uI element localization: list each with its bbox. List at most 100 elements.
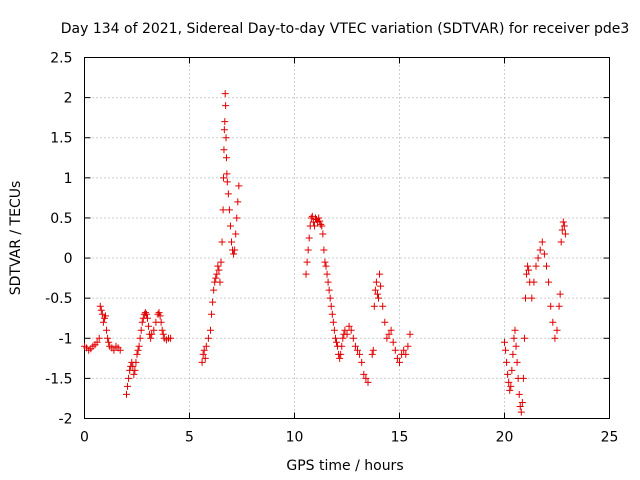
- x-tick-label: 25: [601, 430, 619, 446]
- data-point: [375, 294, 382, 302]
- data-point: [223, 178, 231, 186]
- data-point: [558, 226, 566, 234]
- data-point: [508, 366, 516, 374]
- data-point: [212, 274, 220, 282]
- data-point: [158, 326, 166, 334]
- series-arc-3: [198, 90, 243, 366]
- data-point: [322, 262, 330, 270]
- data-point: [218, 238, 226, 246]
- y-tick-label: -0.5: [45, 291, 72, 307]
- data-point: [532, 262, 540, 270]
- data-point: [135, 342, 143, 350]
- data-point: [204, 334, 212, 342]
- data-point: [198, 358, 206, 366]
- data-point: [207, 326, 214, 334]
- data-point: [202, 342, 210, 350]
- data-point: [402, 350, 410, 358]
- data-point: [338, 342, 346, 350]
- data-point: [557, 238, 565, 246]
- data-point: [235, 182, 243, 190]
- data-point: [317, 220, 325, 228]
- data-point: [553, 326, 561, 334]
- data-point: [142, 310, 150, 318]
- x-axis-label: GPS time / hours: [286, 458, 403, 474]
- data-point: [518, 398, 526, 406]
- data-point: [220, 146, 228, 154]
- data-point: [104, 334, 112, 342]
- data-point: [222, 154, 230, 162]
- data-point: [341, 326, 349, 334]
- data-point: [147, 334, 155, 342]
- data-point: [228, 238, 235, 246]
- data-point: [528, 294, 536, 302]
- data-point: [123, 390, 130, 398]
- data-point: [510, 334, 518, 342]
- data-point: [224, 190, 232, 198]
- data-point: [144, 314, 151, 322]
- data-point: [536, 246, 544, 254]
- data-point: [379, 302, 387, 310]
- data-point: [391, 346, 399, 354]
- chart-title: Day 134 of 2021, Sidereal Day-to-day VTE…: [61, 21, 630, 37]
- data-point: [225, 206, 233, 214]
- x-tick-label: 0: [80, 430, 89, 446]
- data-point: [349, 334, 357, 342]
- data-point: [210, 286, 218, 294]
- grid: [84, 57, 610, 419]
- data-point: [137, 326, 145, 334]
- data-point: [96, 302, 104, 310]
- axis-ticks: 0 5 10 15 20 25 -2 -1.5 -1 -0.5 0 0.5 1 1.5 2 2.5: [45, 51, 618, 446]
- data-point: [371, 286, 379, 294]
- data-point: [325, 286, 333, 294]
- data-point: [515, 390, 523, 398]
- data-point: [131, 366, 139, 374]
- data-point: [520, 334, 528, 342]
- data-point: [110, 346, 118, 354]
- y-tick-label: 1: [64, 171, 73, 187]
- data-point: [511, 326, 519, 334]
- data-point: [360, 370, 368, 378]
- data-point: [516, 402, 524, 410]
- data-point: [343, 330, 351, 338]
- data-point: [406, 330, 414, 338]
- data-point: [315, 214, 323, 222]
- data-point: [157, 318, 165, 326]
- data-point: [385, 330, 393, 338]
- data-point: [226, 222, 234, 230]
- data-point: [339, 334, 347, 342]
- data-point: [381, 318, 389, 326]
- data-point: [336, 354, 344, 362]
- data-point: [331, 334, 339, 342]
- data-point: [220, 126, 228, 134]
- data-point: [231, 246, 239, 254]
- data-point: [132, 358, 140, 366]
- data-point: [517, 408, 525, 416]
- data-point: [222, 102, 230, 110]
- x-tick-label: 20: [496, 430, 514, 446]
- data-point: [547, 302, 555, 310]
- data-point: [208, 310, 216, 318]
- data-point: [136, 334, 144, 342]
- data-point: [167, 334, 175, 342]
- y-tick-label: -1.5: [45, 371, 72, 387]
- data-points: [81, 90, 569, 416]
- data-point: [320, 246, 328, 254]
- data-point: [345, 322, 353, 330]
- data-point: [512, 342, 520, 350]
- data-point: [222, 134, 230, 142]
- data-point: [302, 270, 310, 278]
- data-point: [328, 310, 336, 318]
- data-point: [330, 326, 338, 334]
- data-point: [377, 282, 385, 290]
- data-point: [230, 250, 238, 258]
- y-tick-label: -1: [59, 331, 73, 347]
- data-point: [368, 350, 376, 358]
- series-arc-6: [501, 218, 569, 416]
- data-point: [354, 346, 361, 354]
- data-point: [95, 334, 103, 342]
- data-point: [358, 358, 366, 366]
- data-point: [134, 346, 142, 354]
- data-point: [507, 382, 515, 390]
- data-point: [362, 374, 370, 382]
